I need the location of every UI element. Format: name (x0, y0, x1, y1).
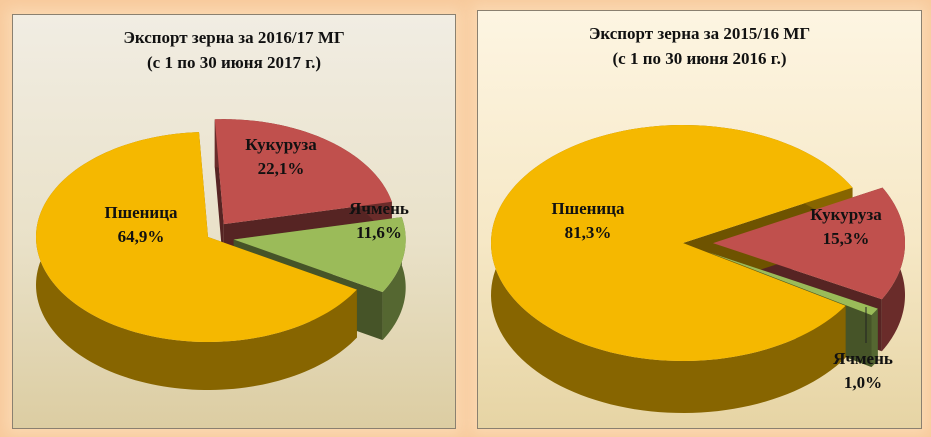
slice-label-corn: Кукуруза 22,1% (245, 135, 317, 178)
pie-chart-svg (36, 119, 406, 390)
slice-outer-wall-1 (382, 217, 406, 341)
slice-outer-wall-1 (871, 308, 878, 368)
chart-subtitle: (с 1 по 30 июня 2017 г.) (147, 53, 321, 72)
chart-panel-2015-16: Экспорт зерна за 2015/16 МГ (с 1 по 30 и… (477, 10, 922, 429)
pie-slice-2 (491, 125, 853, 361)
pie-chart-svg (491, 125, 905, 413)
slice-label-wheat: Пшеница 81,3% (551, 199, 625, 242)
chart-title: Экспорт зерна за 2016/17 МГ (с 1 по 30 и… (13, 25, 455, 75)
chart-subtitle: (с 1 по 30 июня 2016 г.) (612, 49, 787, 68)
slice-label-barley: Ячмень 1,0% (833, 349, 893, 392)
chart-panel-2016-17: Экспорт зерна за 2016/17 МГ (с 1 по 30 и… (12, 14, 456, 429)
pie-slice-2 (36, 132, 357, 342)
chart-title: Экспорт зерна за 2015/16 МГ (с 1 по 30 и… (478, 21, 921, 71)
slice-label-corn: Кукуруза 15,3% (810, 205, 882, 248)
pie-slice-1 (708, 252, 878, 316)
pie-slice-0 (214, 119, 392, 225)
pie-slice-0 (712, 187, 905, 300)
chart-title-line: Экспорт зерна за 2016/17 МГ (123, 28, 345, 47)
chart-title-line: Экспорт зерна за 2015/16 МГ (588, 24, 811, 43)
pie-slice-1 (233, 217, 406, 293)
slice-label-wheat: Пшеница 64,9% (104, 203, 178, 246)
slice-label-barley: Ячмень 11,6% (349, 199, 409, 242)
